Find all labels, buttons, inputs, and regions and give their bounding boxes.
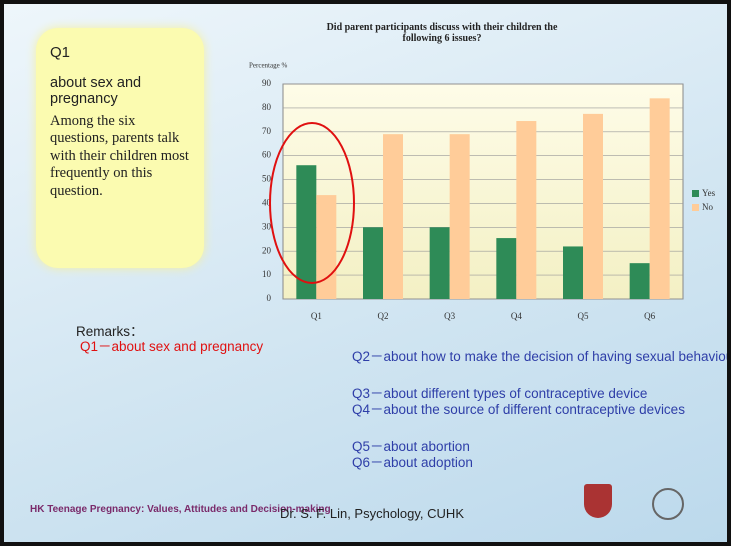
x-tick-label: Q1: [311, 311, 322, 321]
legend-swatch: [692, 190, 699, 197]
y-tick-label: 40: [262, 198, 272, 208]
remarks-title: Remarks：: [76, 324, 144, 339]
remark-item: Q2－about how to make the decision of hav…: [352, 349, 731, 364]
y-axis-label: Percentage %: [249, 62, 287, 70]
bar: [496, 238, 517, 299]
legend-label: Yes: [702, 188, 716, 198]
remark-item: Q5－about abortion: [352, 439, 470, 454]
remark-item: Q3－about different types of contraceptiv…: [352, 386, 648, 401]
sidebar-heading: Q1: [50, 44, 71, 61]
logo: [584, 484, 612, 518]
sidebar: Q1 about sex and pregnancy Among the six…: [36, 28, 204, 268]
sidebar-text: Among the six questions, parents talk wi…: [50, 113, 189, 199]
bar: [363, 227, 383, 299]
bar: [629, 263, 650, 299]
bar: [516, 121, 537, 300]
chart: Percentage % 0 10 20 30 40 50 60 70 80 90 Q1 Q2 Q3 Q4 Q…: [249, 62, 716, 321]
y-tick-label: 30: [262, 221, 272, 231]
y-tick-label: 80: [262, 102, 272, 112]
bar: [449, 134, 470, 299]
y-tick-label: 50: [262, 174, 272, 184]
x-tick-label: Q3: [444, 311, 455, 321]
bar: [429, 227, 450, 299]
remark-item: Q4－about the source of different contrac…: [352, 402, 685, 417]
remark-item: Q1－about sex and pregnancy: [80, 339, 264, 354]
y-tick-label: 90: [262, 78, 272, 88]
x-tick-label: Q2: [378, 311, 389, 321]
bar: [296, 165, 317, 299]
footer-banner: HK Teenage Pregnancy: Values, Attitudes …: [30, 504, 331, 515]
y-tick-label: 0: [267, 293, 272, 303]
y-tick-label: 20: [262, 245, 272, 255]
bar: [563, 246, 583, 299]
highlight-ellipse: [269, 122, 355, 284]
legend-swatch: [692, 204, 699, 211]
y-tick-label: 70: [262, 126, 272, 136]
remark-item: Q6－about adoption: [352, 455, 473, 470]
x-tick-label: Q6: [644, 311, 655, 321]
bar: [649, 98, 670, 299]
plot-area: [282, 83, 684, 300]
bar: [316, 195, 337, 299]
bar: [583, 113, 603, 299]
logo: [652, 488, 684, 520]
sidebar-subheading: about sex and pregnancy: [50, 75, 142, 107]
footer-author: Dr. S. F. Lin, Psychology, CUHK: [280, 506, 464, 521]
x-tick-label: Q5: [578, 311, 589, 321]
bar: [383, 134, 403, 299]
legend-label: No: [702, 202, 713, 212]
chart-title: Did parent participants discuss with the…: [326, 22, 558, 44]
y-tick-label: 10: [262, 269, 272, 279]
x-tick-label: Q4: [511, 311, 522, 321]
y-tick-label: 60: [262, 150, 272, 160]
